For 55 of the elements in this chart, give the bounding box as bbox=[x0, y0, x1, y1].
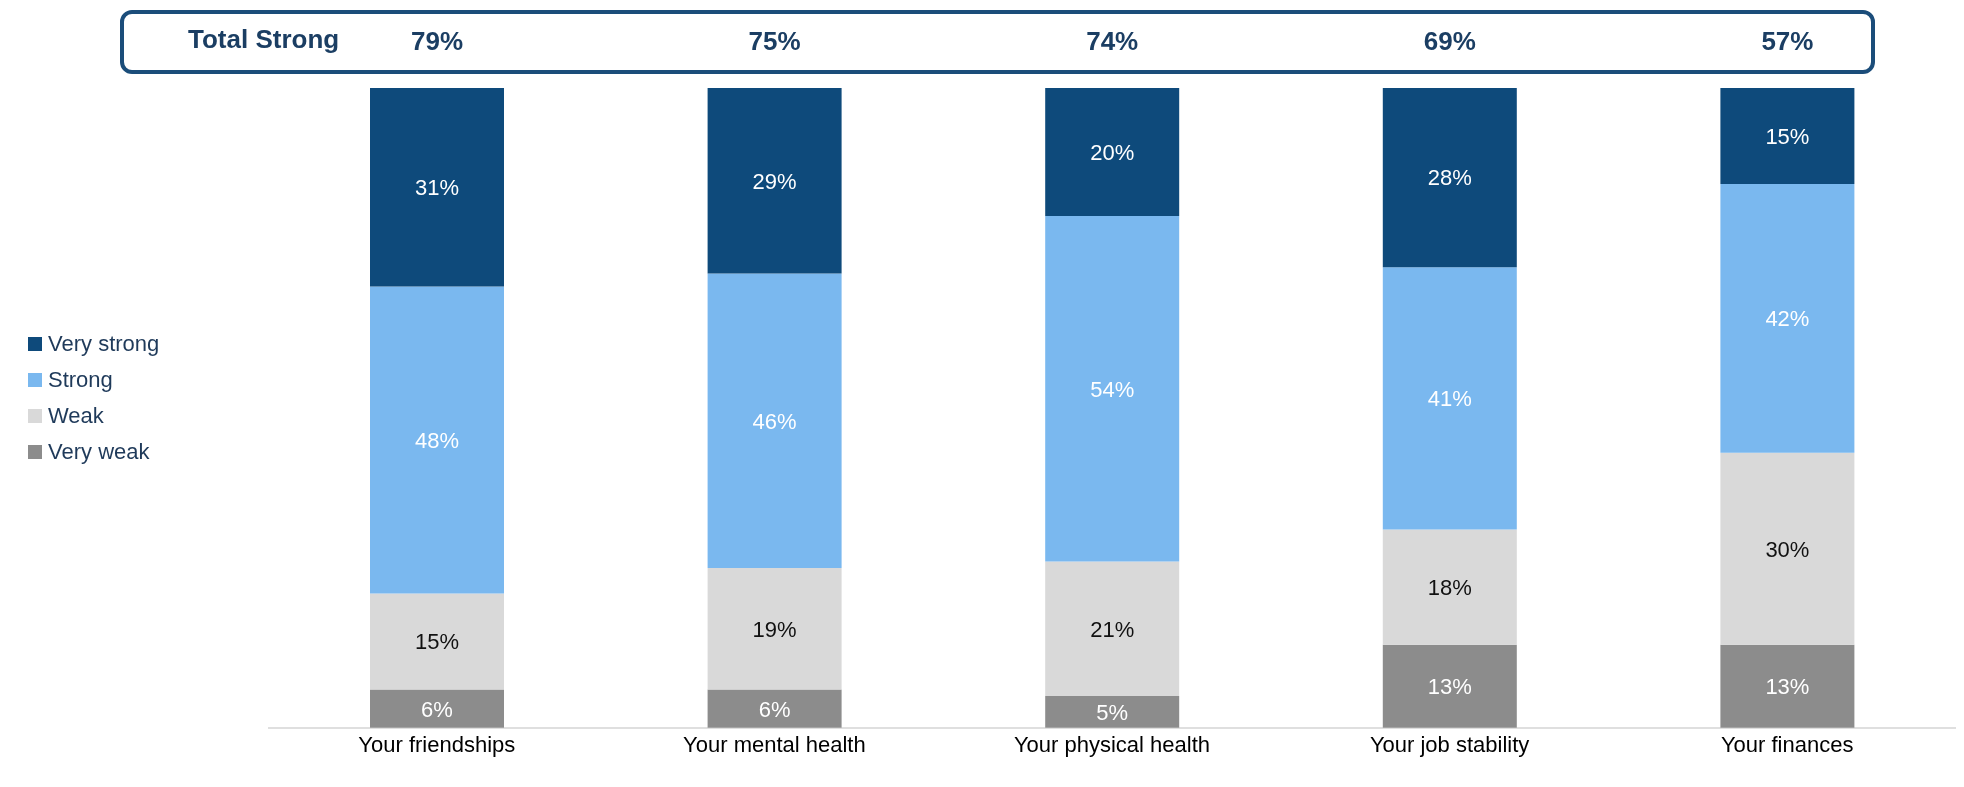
legend-label: Strong bbox=[48, 367, 113, 393]
bar bbox=[1720, 184, 1855, 453]
bar bbox=[1045, 88, 1180, 216]
text: 79% bbox=[410, 26, 464, 56]
data-label: 28% bbox=[1427, 165, 1472, 191]
data-label: 31% bbox=[414, 174, 460, 200]
data-label: 6% bbox=[421, 696, 453, 722]
data-label: 15% bbox=[1765, 123, 1810, 149]
bar bbox=[1045, 216, 1180, 562]
data-label: 15% bbox=[414, 629, 460, 655]
bar bbox=[1382, 644, 1517, 728]
data-label: 41% bbox=[1427, 386, 1472, 412]
x-tick-label: Your physical health bbox=[1013, 731, 1211, 757]
bar bbox=[1382, 529, 1517, 645]
data-label: 29% bbox=[752, 168, 797, 194]
x-tick-label: Your friendships bbox=[358, 731, 516, 757]
text: Total Strong bbox=[188, 24, 340, 55]
x-tick-label: Your job stability bbox=[1369, 731, 1530, 757]
bar bbox=[370, 88, 504, 287]
data-label: 13% bbox=[1427, 674, 1472, 700]
data-label: 18% bbox=[1427, 574, 1472, 600]
bar bbox=[370, 286, 504, 594]
bar bbox=[707, 88, 842, 274]
bar bbox=[1720, 644, 1855, 728]
legend-label: Weak bbox=[48, 403, 104, 429]
data-label: 19% bbox=[752, 616, 797, 642]
bar bbox=[1720, 452, 1855, 645]
legend-label: Very strong bbox=[48, 331, 160, 357]
text: 57% bbox=[1761, 26, 1814, 56]
x-tick-label: Your mental health bbox=[683, 731, 866, 757]
bar bbox=[707, 273, 842, 568]
data-label: 5% bbox=[1096, 699, 1129, 725]
text: 75% bbox=[748, 26, 801, 56]
bar bbox=[707, 568, 842, 690]
bar bbox=[370, 689, 504, 728]
bar bbox=[707, 689, 842, 728]
bar bbox=[1045, 561, 1180, 696]
bar bbox=[1382, 267, 1517, 530]
data-label: 21% bbox=[1090, 616, 1135, 642]
text: 69% bbox=[1423, 26, 1476, 56]
data-label: 20% bbox=[1090, 139, 1135, 165]
data-label: 54% bbox=[1090, 376, 1135, 402]
data-label: 42% bbox=[1765, 306, 1810, 332]
data-label: 30% bbox=[1765, 536, 1810, 562]
bar bbox=[370, 593, 504, 690]
data-label: 46% bbox=[752, 408, 797, 434]
bar bbox=[1720, 88, 1855, 184]
data-label: 48% bbox=[414, 427, 460, 453]
text: 74% bbox=[1086, 26, 1139, 56]
data-label: 6% bbox=[758, 696, 791, 722]
legend-label: Very weak bbox=[48, 439, 150, 465]
bar bbox=[1045, 696, 1180, 728]
x-tick-label: Your finances bbox=[1720, 731, 1854, 757]
bar bbox=[1382, 88, 1517, 268]
data-label: 13% bbox=[1765, 674, 1810, 700]
